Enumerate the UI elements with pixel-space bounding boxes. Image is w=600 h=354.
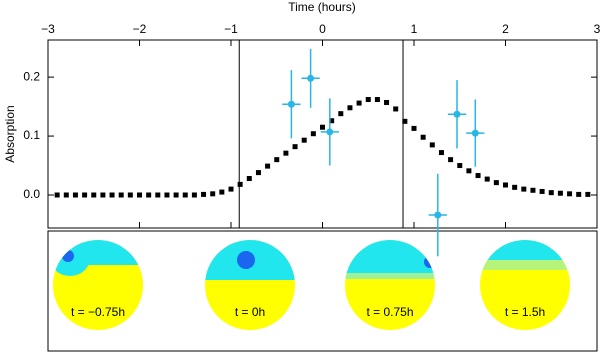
model-point (255, 170, 261, 176)
model-point (219, 189, 225, 195)
model-point (210, 191, 216, 197)
model-point (448, 157, 454, 163)
x-tick-label: −3 (41, 22, 55, 36)
model-point (146, 192, 152, 198)
y-tick-label: 0.2 (23, 69, 40, 83)
panel-label: t = 1.5h (505, 305, 545, 319)
model-point (320, 124, 325, 130)
model-point (164, 192, 170, 198)
y-axis-title: Absorption (3, 105, 17, 162)
data-point (307, 74, 315, 82)
model-point (356, 100, 362, 106)
model-point (429, 142, 435, 148)
model-point (384, 99, 390, 105)
model-point (72, 192, 78, 198)
data-point (453, 110, 461, 118)
model-point (493, 180, 499, 186)
model-point (585, 191, 591, 197)
model-point (301, 137, 307, 143)
model-point (557, 190, 563, 196)
y-tick-label: 0.1 (23, 128, 40, 142)
model-point (365, 97, 371, 103)
model-point (82, 192, 88, 198)
model-point (420, 134, 426, 140)
model-point (374, 97, 380, 103)
data-point (434, 211, 442, 219)
x-tick-label: 3 (594, 22, 600, 36)
data-point (287, 100, 295, 108)
model-point (63, 192, 69, 198)
model-point (246, 175, 252, 181)
model-point (118, 192, 124, 198)
y-tick-label: 0.0 (23, 187, 40, 201)
model-point (567, 191, 573, 197)
panel-label: t = 0.75h (366, 305, 413, 319)
panel-label: t = −0.75h (71, 305, 125, 319)
x-tick-label: 0 (319, 22, 326, 36)
model-point (329, 118, 335, 124)
model-point (182, 192, 188, 198)
model-point (310, 131, 316, 137)
model-point (283, 150, 289, 156)
x-tick-label: −1 (224, 22, 238, 36)
x-tick-label: 1 (411, 22, 418, 36)
panel-label: t = 0h (235, 305, 265, 319)
model-point (54, 192, 60, 198)
model-point (347, 105, 353, 111)
model-point (201, 191, 207, 197)
model-point (539, 188, 545, 194)
model-point (173, 192, 179, 198)
model-point (393, 106, 399, 112)
model-point (109, 192, 115, 198)
model-point (338, 111, 344, 117)
model-point (100, 192, 106, 198)
model-point (155, 192, 161, 198)
model-point (484, 176, 490, 182)
model-point (466, 168, 472, 174)
data-point (471, 129, 479, 137)
model-point (457, 163, 463, 169)
data-point (326, 128, 334, 136)
model-point (292, 144, 298, 150)
model-point (91, 192, 97, 198)
model-point (127, 192, 133, 198)
model-point (576, 191, 582, 197)
x-tick-label: −2 (133, 22, 147, 36)
model-point (265, 163, 271, 169)
model-point (137, 192, 142, 198)
model-point (228, 186, 234, 192)
x-tick-label: 2 (502, 22, 509, 36)
model-point (512, 184, 518, 190)
model-point (530, 187, 536, 193)
model-point (191, 192, 197, 198)
model-point (237, 181, 243, 187)
model-point (548, 190, 554, 196)
model-point (438, 150, 444, 156)
plot-frame (47, 39, 598, 229)
model-point (411, 125, 417, 131)
panel-frame (47, 230, 598, 352)
x-axis-title: Time (hours) (288, 0, 356, 14)
model-point (503, 182, 508, 188)
model-point (475, 173, 481, 179)
model-point (521, 186, 527, 192)
model-point (274, 157, 280, 163)
model-point (402, 118, 408, 124)
